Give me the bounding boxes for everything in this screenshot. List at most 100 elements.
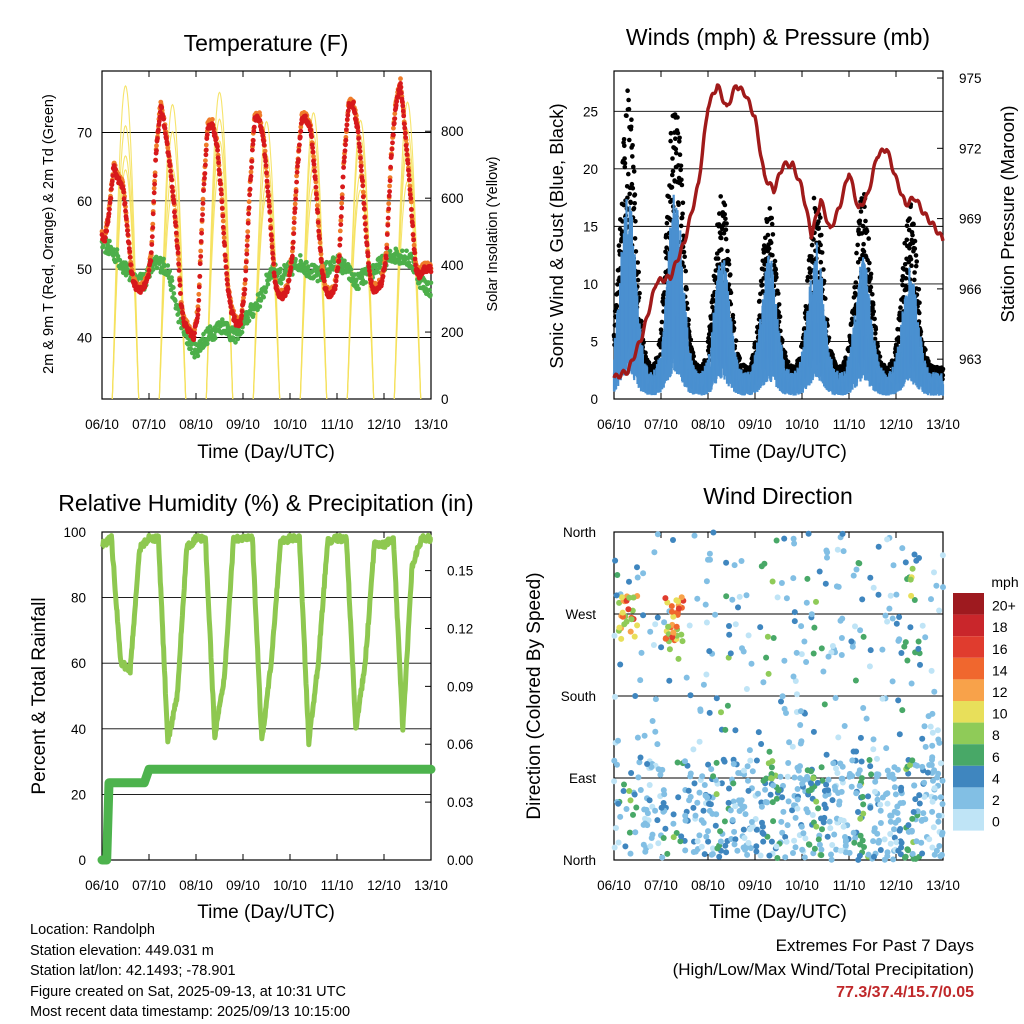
temp-9m-point <box>196 291 202 297</box>
gust-point <box>760 282 765 288</box>
gust-point <box>940 366 946 372</box>
temp-2m-point <box>210 122 216 128</box>
temp-2m-point <box>265 189 271 195</box>
gust-point <box>912 238 918 244</box>
temp-2m-point <box>315 220 321 225</box>
temp-2m-point <box>398 84 404 90</box>
gust-point <box>630 143 635 148</box>
temp-2m-point <box>271 261 276 267</box>
gust-point <box>621 137 627 142</box>
gust-point <box>622 143 627 149</box>
temp-2m-point <box>162 125 168 131</box>
dewpoint-point <box>213 335 218 341</box>
temp-2m-point <box>223 258 229 263</box>
winds-ytick-label: 0 <box>590 392 598 407</box>
gust-point <box>635 260 640 265</box>
gust-point <box>686 317 691 323</box>
temp-2m-point <box>261 139 267 144</box>
dewpoint-point <box>161 256 166 262</box>
gust-point <box>857 218 863 224</box>
temp-2m-point <box>308 127 314 133</box>
temp-2m-point <box>239 313 245 319</box>
gust-point <box>670 172 675 178</box>
temp-2m-point <box>267 209 273 214</box>
temp-2m-point <box>290 253 295 259</box>
temperature-ytick-right-label: 200 <box>441 325 464 340</box>
gust-point <box>622 164 628 170</box>
temperature-xtick-label: 08/10 <box>179 417 213 432</box>
temp-2m-point <box>215 155 221 161</box>
gust-point <box>818 215 823 220</box>
temp-9m-point <box>203 142 209 148</box>
dewpoint-point <box>235 336 241 342</box>
gust-point <box>780 337 785 343</box>
temp-2m-point <box>296 157 301 163</box>
gust-point <box>908 257 914 262</box>
gust-point <box>629 117 634 122</box>
temp-2m-point <box>407 187 413 193</box>
gust-point <box>868 271 874 277</box>
temp-2m-point <box>178 291 183 296</box>
temp-2m-point <box>412 256 418 262</box>
temp-2m-point <box>393 103 399 108</box>
plot-layer: 06/10 07/10 08/10 09/10 10/10 11/10 12/10 13/10… <box>63 70 1019 893</box>
temp-9m-point <box>391 125 396 131</box>
temp-2m-point <box>338 222 344 228</box>
winds-ytick-label: 5 <box>590 334 598 349</box>
humidity-ylabel-left: Percent & Total Rainfall <box>29 597 50 794</box>
gust-point <box>809 242 815 248</box>
temp-2m-point <box>113 167 118 172</box>
temp-2m-point <box>163 131 168 137</box>
temp-9m-point <box>150 221 156 227</box>
temp-9m-point <box>392 111 398 117</box>
temp-2m-point <box>202 171 208 176</box>
temp-2m-point <box>336 258 342 264</box>
direction-xlabel: Time (Day/UTC) <box>709 902 847 923</box>
dewpoint-point <box>404 248 409 254</box>
dewpoint-point <box>173 298 178 304</box>
gust-point <box>678 163 684 169</box>
gust-point <box>723 236 729 242</box>
temp-2m-point <box>146 272 151 278</box>
temp-2m-point <box>266 204 272 209</box>
gust-point <box>632 192 638 197</box>
temp-2m-point <box>121 196 127 202</box>
gust-point <box>705 348 711 353</box>
temp-2m-point <box>155 136 160 141</box>
temp-2m-point <box>270 255 276 261</box>
temp-2m-point <box>173 230 179 236</box>
temp-2m-point <box>196 298 202 303</box>
gust-point <box>720 226 725 232</box>
temp-2m-point <box>292 206 298 211</box>
gust-point <box>676 202 681 207</box>
winds-ytick-right-label: 963 <box>959 352 982 367</box>
gust-point <box>733 338 739 343</box>
gust-point <box>685 306 690 312</box>
winds-ytick-right-label: 975 <box>959 71 982 86</box>
gust-point <box>632 236 638 241</box>
temp-2m-point <box>247 186 253 192</box>
humidity-title: Relative Humidity (%) & Precipitation (i… <box>58 490 473 516</box>
temp-2m-point <box>339 205 345 211</box>
gust-point <box>913 263 919 269</box>
dewpoint-point <box>174 302 180 308</box>
gust-point <box>675 130 681 136</box>
gust-point <box>726 261 732 267</box>
temp-2m-point <box>121 189 126 195</box>
temp-2m-point <box>307 123 313 129</box>
temp-2m-point <box>203 162 208 168</box>
temp-2m-point <box>169 177 175 183</box>
gust-point <box>674 150 679 156</box>
temp-2m-point <box>337 236 343 242</box>
temp-2m-point <box>169 184 175 190</box>
gust-point <box>724 221 729 226</box>
temp-2m-point <box>248 177 253 183</box>
temp-2m-point <box>364 242 370 248</box>
temp-2m-point <box>362 221 368 227</box>
gust-point <box>684 286 689 292</box>
temp-2m-point <box>179 305 185 310</box>
temp-2m-point <box>124 216 129 222</box>
temp-2m-point <box>290 245 296 251</box>
temp-2m-point <box>109 186 114 192</box>
temp-9m-point <box>293 192 298 198</box>
